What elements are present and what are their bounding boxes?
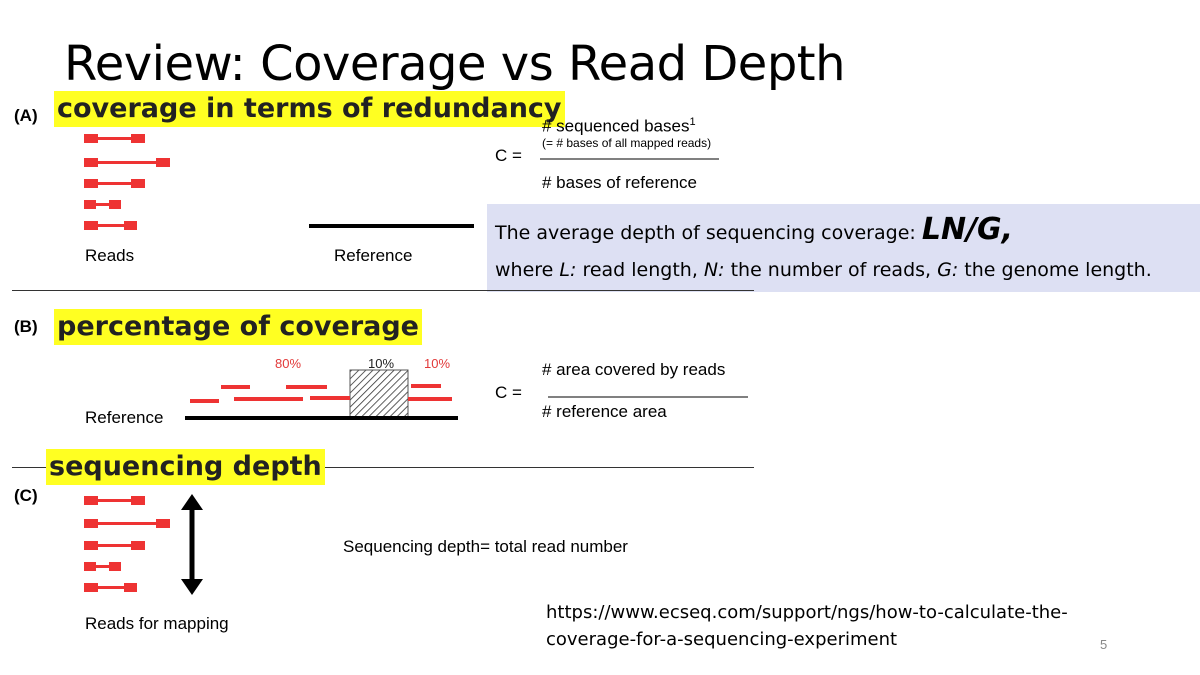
section-b-letter: (B)	[14, 317, 38, 336]
slide-title: Review: Coverage vs Read Depth	[64, 36, 846, 92]
formula-a-note: (= # bases of all mapped reads)	[542, 136, 712, 150]
reads-scatter-b	[190, 384, 452, 403]
reads-stack-c	[84, 496, 170, 592]
formula-a-denominator: # bases of reference	[542, 173, 697, 192]
divider-ab	[12, 290, 754, 291]
sequencing-depth-text: Sequencing depth= total read number	[343, 537, 628, 556]
section-a-letter: (A)	[14, 106, 38, 125]
section-c-heading: sequencing depth	[46, 449, 325, 485]
pct-uncovered: 10%	[368, 356, 395, 371]
reference-label-b: Reference	[85, 408, 164, 427]
section-b-heading: percentage of coverage	[54, 309, 422, 345]
pct-right: 10%	[424, 356, 451, 371]
formula-b-denominator: # reference area	[542, 402, 667, 421]
reads-stack-a	[84, 134, 170, 230]
info-line-1: The average depth of sequencing coverage…	[495, 212, 1014, 247]
info-line-2: where L: read length, N: the number of r…	[495, 259, 1152, 281]
divider-bc	[12, 467, 754, 468]
double-arrow-icon	[181, 494, 203, 595]
reference-label-a: Reference	[334, 246, 413, 265]
source-url: https://www.ecseq.com/support/ngs/how-to…	[546, 602, 1068, 650]
formula-a-lhs: C =	[495, 146, 522, 165]
section-a-heading: coverage in terms of redundancy	[54, 91, 565, 127]
uncovered-area	[349, 369, 409, 418]
page-number: 5	[1100, 637, 1108, 652]
section-c-letter: (C)	[14, 486, 38, 505]
formula-b-lhs: C =	[495, 383, 522, 402]
reads-label: Reads	[85, 246, 135, 265]
formula-b-numerator: # area covered by reads	[542, 360, 726, 379]
info-box	[487, 204, 1200, 292]
formula-a-numerator: # sequenced bases1	[542, 116, 696, 136]
reads-for-mapping-label: Reads for mapping	[85, 614, 229, 633]
ln-g-formula: LN/G,	[921, 212, 1014, 247]
pct-covered: 80%	[275, 356, 302, 371]
